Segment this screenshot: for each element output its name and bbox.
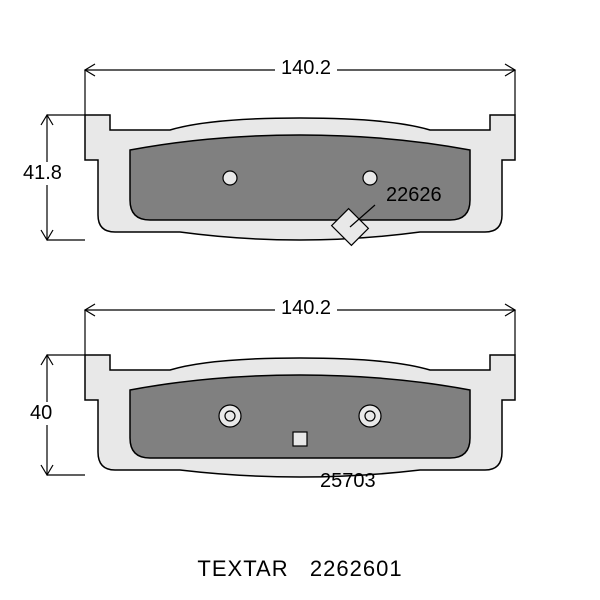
part-id-top: 22626 [386, 184, 442, 207]
width-label-top: 140.2 [275, 57, 337, 80]
brand-line: TEXTAR 2262601 [0, 556, 600, 582]
part-number: 2262601 [310, 556, 403, 581]
width-label-bottom: 140.2 [275, 297, 337, 320]
height-label-top: 41.8 [17, 162, 68, 185]
brake-pad-top [85, 115, 515, 245]
brand-name: TEXTAR [197, 556, 288, 581]
height-label-bottom: 40 [24, 402, 58, 425]
brake-pad-bottom [85, 355, 515, 477]
part-id-bottom: 25703 [320, 470, 376, 493]
